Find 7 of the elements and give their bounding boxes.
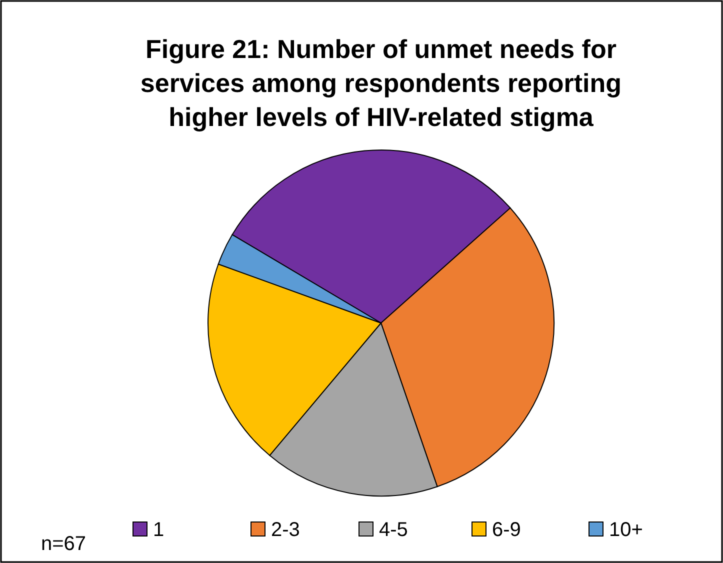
text: n=67 — [41, 533, 86, 555]
legend-label: 2-3 — [271, 519, 300, 541]
legend-label: 1 — [153, 519, 164, 541]
legend-label: 10+ — [609, 519, 643, 541]
legend-label: 4-5 — [379, 519, 408, 541]
chart-title: Figure 21: Number of unmet needs for services among respondents reporting higher levels of HIV-related stigma — [140, 34, 622, 132]
legend-label: 6-9 — [492, 519, 521, 541]
